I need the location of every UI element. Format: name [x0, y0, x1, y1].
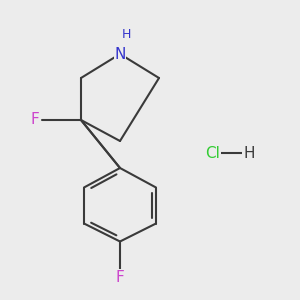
Text: F: F	[30, 112, 39, 128]
Text: H: H	[121, 28, 131, 41]
Text: N: N	[114, 46, 126, 62]
Text: Cl: Cl	[206, 146, 220, 160]
Text: F: F	[116, 270, 124, 285]
Text: H: H	[243, 146, 255, 160]
